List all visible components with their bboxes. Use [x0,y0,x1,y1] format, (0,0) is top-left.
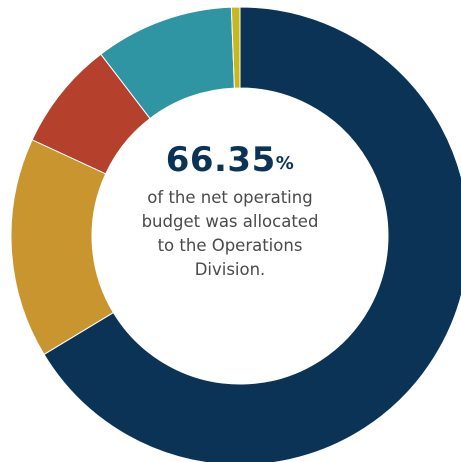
caption-line: of the net operating [147,188,313,207]
donut-slice-1 [43,6,461,462]
percentage-sign: % [275,153,295,174]
caption-line: budget was allocated [141,212,319,231]
caption: of the net operating budget was allocate… [80,186,380,282]
percentage-value: 66.35 [165,140,276,180]
caption-line: to the Operations [157,236,303,255]
caption-line: Division. [194,260,266,279]
center-label: 66.35% of the net operating budget was a… [80,140,380,282]
donut-slice-5 [230,6,241,89]
highlight-percentage: 66.35% [80,140,380,180]
